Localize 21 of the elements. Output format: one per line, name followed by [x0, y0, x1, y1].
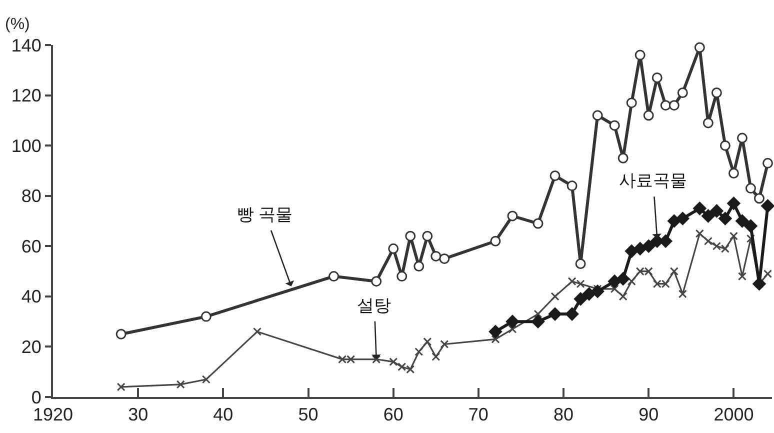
y-tick-label: 100 — [11, 136, 42, 156]
x-tick-label: 2000 — [714, 404, 754, 425]
annotation: 설탕 — [357, 296, 391, 315]
y-tick-label: 140 — [11, 35, 42, 56]
x-tick-label: 60 — [383, 404, 404, 425]
x-tick-label: 1920 — [32, 404, 74, 425]
annotation: 빵 곡물 — [237, 205, 293, 224]
x-tick-label: 80 — [554, 404, 574, 425]
annotation: 사료곡물 — [619, 171, 687, 190]
y-axis-title: (%) — [5, 16, 30, 33]
y-tick-label: 0 — [31, 387, 42, 408]
y-tick-label: 20 — [21, 337, 42, 358]
y-tick-label: 60 — [21, 236, 42, 256]
x-tick-label: 40 — [213, 404, 234, 425]
y-tick-label: 80 — [21, 186, 42, 206]
x-tick-label: 70 — [468, 404, 488, 425]
x-tick-label: 30 — [128, 404, 148, 425]
y-tick-label: 120 — [11, 86, 42, 106]
y-tick-label: 40 — [21, 286, 42, 307]
x-tick-label: 90 — [638, 404, 659, 425]
x-tick-label: 50 — [298, 404, 318, 425]
